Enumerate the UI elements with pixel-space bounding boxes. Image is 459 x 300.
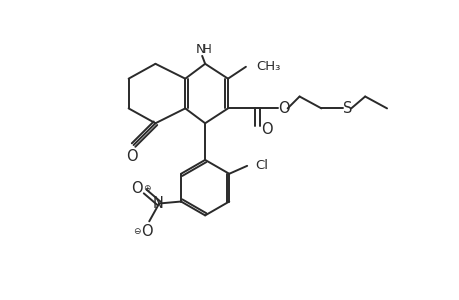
Text: O: O [260,122,272,137]
Text: S: S [342,101,351,116]
Text: O: O [141,224,153,239]
Text: CH₃: CH₃ [255,60,280,73]
Text: O: O [125,149,137,164]
Text: O: O [277,101,289,116]
Text: Cl: Cl [255,159,268,172]
Text: ⊕: ⊕ [143,184,151,193]
Text: H: H [202,44,211,56]
Text: N: N [195,44,205,56]
Text: O: O [131,181,143,196]
Text: N: N [152,196,163,211]
Text: ⊖: ⊖ [133,227,141,236]
